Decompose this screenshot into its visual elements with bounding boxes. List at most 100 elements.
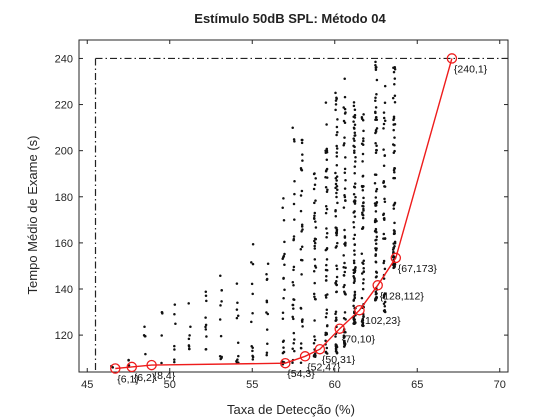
- scatter-point: [342, 254, 345, 257]
- scatter-point: [383, 111, 386, 114]
- scatter-point: [383, 310, 386, 313]
- y-tick-label: 200: [55, 146, 73, 158]
- scatter-point: [281, 206, 284, 209]
- scatter-point: [188, 348, 191, 351]
- scatter-point: [293, 218, 296, 221]
- scatter-point: [325, 169, 328, 172]
- scatter-point: [353, 101, 356, 104]
- scatter-point: [362, 278, 365, 281]
- scatter-point: [313, 295, 316, 298]
- y-tick-label: 240: [55, 53, 73, 65]
- scatter-point: [220, 289, 223, 292]
- scatter-point: [281, 257, 284, 260]
- scatter-point: [394, 123, 397, 126]
- scatter-point: [344, 111, 347, 114]
- scatter-point: [343, 120, 346, 123]
- scatter-point: [313, 215, 316, 218]
- scatter-point: [334, 187, 337, 190]
- scatter-point: [374, 61, 377, 64]
- scatter-point: [314, 247, 317, 250]
- scatter-point: [315, 226, 318, 229]
- scatter-point: [301, 190, 304, 193]
- y-tick-label: 140: [55, 284, 73, 296]
- scatter-point: [291, 304, 294, 307]
- scatter-point: [237, 341, 240, 344]
- scatter-point: [266, 352, 269, 355]
- scatter-point: [361, 297, 364, 300]
- scatter-point: [237, 314, 240, 317]
- scatter-point: [383, 198, 386, 201]
- scatter-point: [362, 189, 365, 192]
- scatter-point: [374, 204, 377, 207]
- scatter-point: [325, 269, 328, 272]
- scatter-point: [205, 348, 208, 351]
- scatter-point: [375, 174, 378, 177]
- scatter-point: [393, 231, 396, 234]
- scatter-point: [334, 313, 337, 316]
- scatter-point: [252, 263, 255, 266]
- scatter-point: [326, 309, 329, 312]
- scatter-point: [265, 273, 268, 276]
- scatter-point: [376, 127, 379, 130]
- x-tick-label: 65: [411, 379, 423, 391]
- scatter-point: [283, 241, 286, 244]
- scatter-point: [393, 150, 396, 153]
- scatter-point: [394, 77, 397, 80]
- scatter-point: [352, 305, 355, 308]
- scatter-point: [374, 97, 377, 100]
- scatter-point: [383, 217, 386, 220]
- scatter-point: [362, 113, 365, 116]
- scatter-point: [300, 347, 303, 350]
- scatter-point: [292, 281, 295, 284]
- scatter-point: [325, 186, 328, 189]
- scatter-point: [362, 271, 365, 274]
- scatter-point: [326, 176, 329, 179]
- scatter-point: [384, 102, 387, 105]
- y-axis-label: Tempo Médio de Exame (s): [25, 136, 40, 295]
- scatter-point: [326, 347, 329, 350]
- scatter-point: [325, 312, 328, 315]
- scatter-point: [237, 355, 240, 358]
- scatter-point: [393, 171, 396, 174]
- scatter-point: [283, 263, 286, 266]
- scatter-point: [266, 342, 269, 345]
- scatter-point: [325, 205, 328, 208]
- scatter-point: [251, 355, 254, 358]
- scatter-point: [353, 237, 356, 240]
- scatter-point: [393, 229, 396, 232]
- scatter-point: [313, 270, 316, 273]
- scatter-point: [335, 291, 338, 294]
- scatter-point: [384, 201, 387, 204]
- x-tick-label: 60: [329, 379, 341, 391]
- scatter-point: [375, 149, 378, 152]
- scatter-point: [267, 262, 270, 265]
- scatter-point: [251, 350, 254, 353]
- chart-title: Estímulo 50dB SPL: Método 04: [194, 11, 386, 26]
- scatter-point: [363, 259, 366, 262]
- scatter-point: [300, 194, 303, 197]
- scatter-point: [354, 271, 357, 274]
- scatter-point: [382, 181, 385, 184]
- scatter-point: [375, 275, 378, 278]
- scatter-point: [325, 296, 328, 299]
- y-tick-label: 220: [55, 100, 73, 112]
- scatter-point: [392, 242, 395, 245]
- scatter-point: [335, 134, 338, 137]
- scatter-point: [236, 308, 239, 311]
- scatter-point: [173, 358, 176, 361]
- scatter-point: [336, 242, 339, 245]
- scatter-point: [354, 234, 357, 237]
- scatter-point: [300, 248, 303, 251]
- scatter-point: [301, 228, 304, 231]
- scatter-point: [174, 323, 177, 326]
- scatter-point: [293, 266, 296, 269]
- scatter-point: [392, 97, 395, 100]
- scatter-point: [352, 145, 355, 148]
- scatter-point: [353, 126, 356, 129]
- scatter-point: [336, 164, 339, 167]
- scatter-point: [335, 317, 338, 320]
- scatter-point: [293, 140, 296, 143]
- scatter-point: [282, 317, 285, 320]
- scatter-point: [342, 106, 345, 109]
- scatter-point: [188, 338, 191, 341]
